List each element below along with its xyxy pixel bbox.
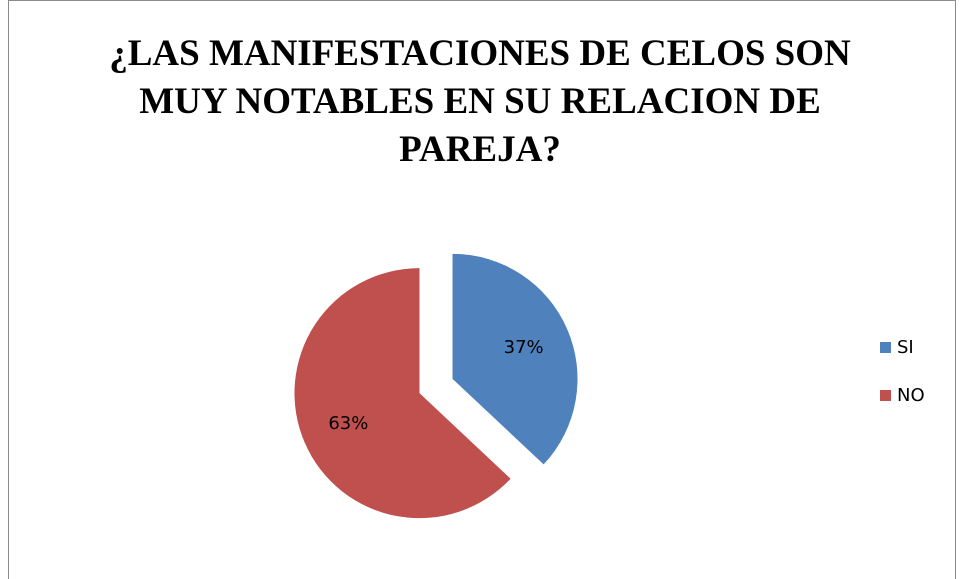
legend-swatch-si: [880, 341, 891, 353]
pie-slice-si: [452, 253, 578, 465]
chart-title-line-1: ¿LAS MANIFESTACIONES DE CELOS SON: [109, 33, 851, 74]
chart-title-line-2: MUY NOTABLES EN SU RELACION DE: [139, 81, 821, 122]
legend-swatch-no: [880, 389, 891, 401]
legend-label-no: NO: [897, 384, 925, 406]
pie-slice-no: [294, 268, 511, 519]
legend-item-si: SI: [880, 335, 925, 359]
chart-title: ¿LAS MANIFESTACIONES DE CELOS SON MUY NO…: [0, 30, 960, 174]
chart-title-line-3: PAREJA?: [399, 129, 561, 170]
legend-item-no: NO: [880, 383, 925, 407]
legend-label-si: SI: [897, 336, 914, 358]
pie-label-no: 63%: [328, 413, 368, 434]
legend: SI NO: [880, 335, 925, 431]
pie-label-si: 37%: [504, 337, 544, 358]
